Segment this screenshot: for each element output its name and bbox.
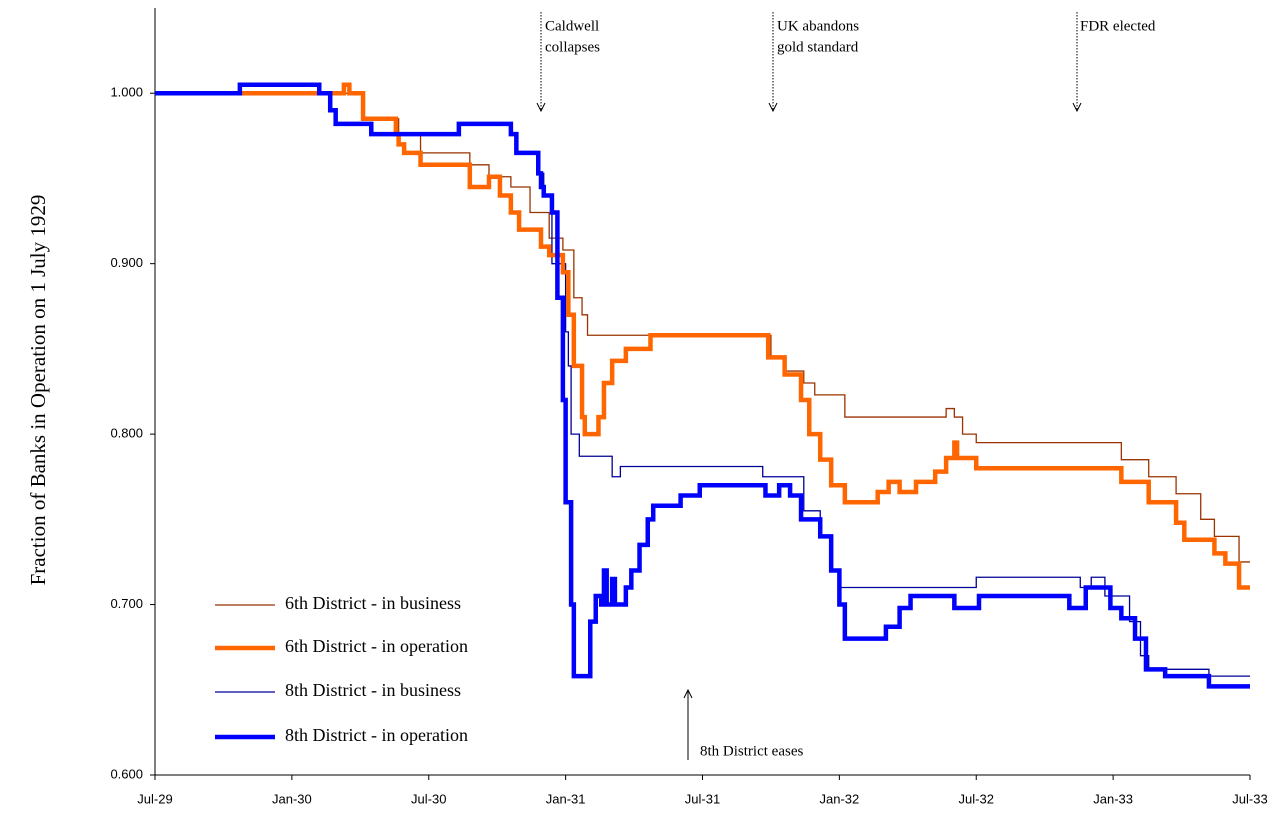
x-tick-label: Jul-31 (685, 791, 720, 806)
x-tick-label: Jul-33 (1232, 791, 1267, 806)
annotation-text: FDR elected (1080, 18, 1156, 34)
series-line (155, 82, 1250, 590)
x-tick-label: Jan-33 (1093, 791, 1133, 806)
y-axis-label: Fraction of Banks in Operation on 1 July… (26, 195, 50, 586)
series-line (155, 82, 1250, 689)
x-tick-label: Jan-31 (546, 791, 586, 806)
legend-label: 8th District - in business (285, 680, 461, 700)
series-line (155, 92, 1250, 563)
annotation-text: collapses (545, 39, 600, 55)
annotation-text: Caldwell (545, 18, 599, 34)
x-tick-label: Jan-32 (820, 791, 860, 806)
legend-label: 8th District - in operation (285, 725, 468, 745)
x-tick-label: Jul-30 (411, 791, 446, 806)
annotation-arrowhead (536, 102, 546, 113)
annotation-arrowhead (1072, 102, 1082, 113)
annotation-arrowhead (768, 102, 778, 113)
y-tick-label: 0.700 (110, 596, 143, 611)
y-tick-label: 0.900 (110, 255, 143, 270)
legend-label: 6th District - in operation (285, 636, 468, 656)
y-tick-label: 0.600 (110, 766, 143, 781)
annotation-text: UK abandons (777, 18, 859, 34)
y-tick-label: 0.800 (110, 426, 143, 441)
annotation-arrowhead (683, 688, 693, 699)
annotation-text: gold standard (777, 39, 859, 55)
legend-label: 6th District - in business (285, 593, 461, 613)
annotation-text: 8th District eases (700, 743, 803, 759)
x-tick-label: Jul-29 (137, 791, 172, 806)
x-tick-label: Jan-30 (272, 791, 312, 806)
x-tick-label: Jul-32 (959, 791, 994, 806)
y-tick-label: 1.000 (110, 85, 143, 100)
